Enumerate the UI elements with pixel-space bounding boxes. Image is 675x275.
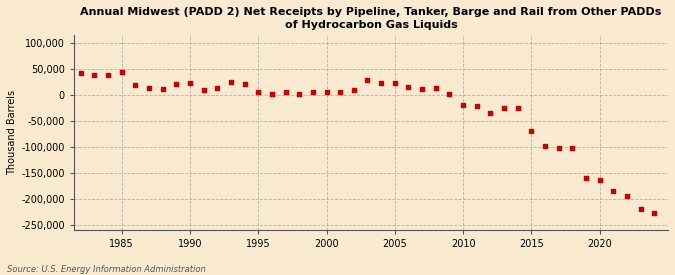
Point [212, 86, 223, 90]
Point [526, 129, 537, 133]
Point [458, 103, 468, 107]
Point [157, 86, 168, 91]
Point [554, 146, 564, 150]
Point [198, 87, 209, 92]
Point [239, 82, 250, 87]
Point [471, 104, 482, 108]
Point [144, 86, 155, 90]
Point [622, 194, 632, 198]
Point [512, 106, 523, 110]
Point [595, 178, 605, 183]
Title: Annual Midwest (PADD 2) Net Receipts by Pipeline, Tanker, Barge and Rail from Ot: Annual Midwest (PADD 2) Net Receipts by … [80, 7, 662, 30]
Point [280, 90, 291, 94]
Text: Source: U.S. Energy Information Administration: Source: U.S. Energy Information Administ… [7, 265, 205, 274]
Point [171, 82, 182, 86]
Point [267, 92, 277, 96]
Point [253, 90, 264, 94]
Point [403, 85, 414, 89]
Point [485, 111, 496, 115]
Point [580, 176, 591, 180]
Point [61, 63, 72, 67]
Point [184, 81, 195, 86]
Point [307, 90, 318, 94]
Point [635, 207, 646, 211]
Point [348, 87, 359, 92]
Point [540, 144, 551, 148]
Point [416, 86, 427, 91]
Point [608, 189, 619, 193]
Y-axis label: Thousand Barrels: Thousand Barrels [7, 90, 17, 175]
Point [376, 81, 387, 86]
Point [335, 90, 346, 94]
Point [294, 92, 304, 96]
Point [649, 211, 659, 215]
Point [499, 106, 510, 110]
Point [431, 86, 441, 90]
Point [75, 71, 86, 75]
Point [567, 146, 578, 150]
Point [321, 90, 332, 94]
Point [225, 80, 236, 84]
Point [362, 78, 373, 82]
Point [89, 73, 100, 77]
Point [130, 83, 140, 88]
Point [103, 73, 113, 77]
Point [389, 81, 400, 86]
Point [116, 70, 127, 74]
Point [444, 92, 455, 96]
